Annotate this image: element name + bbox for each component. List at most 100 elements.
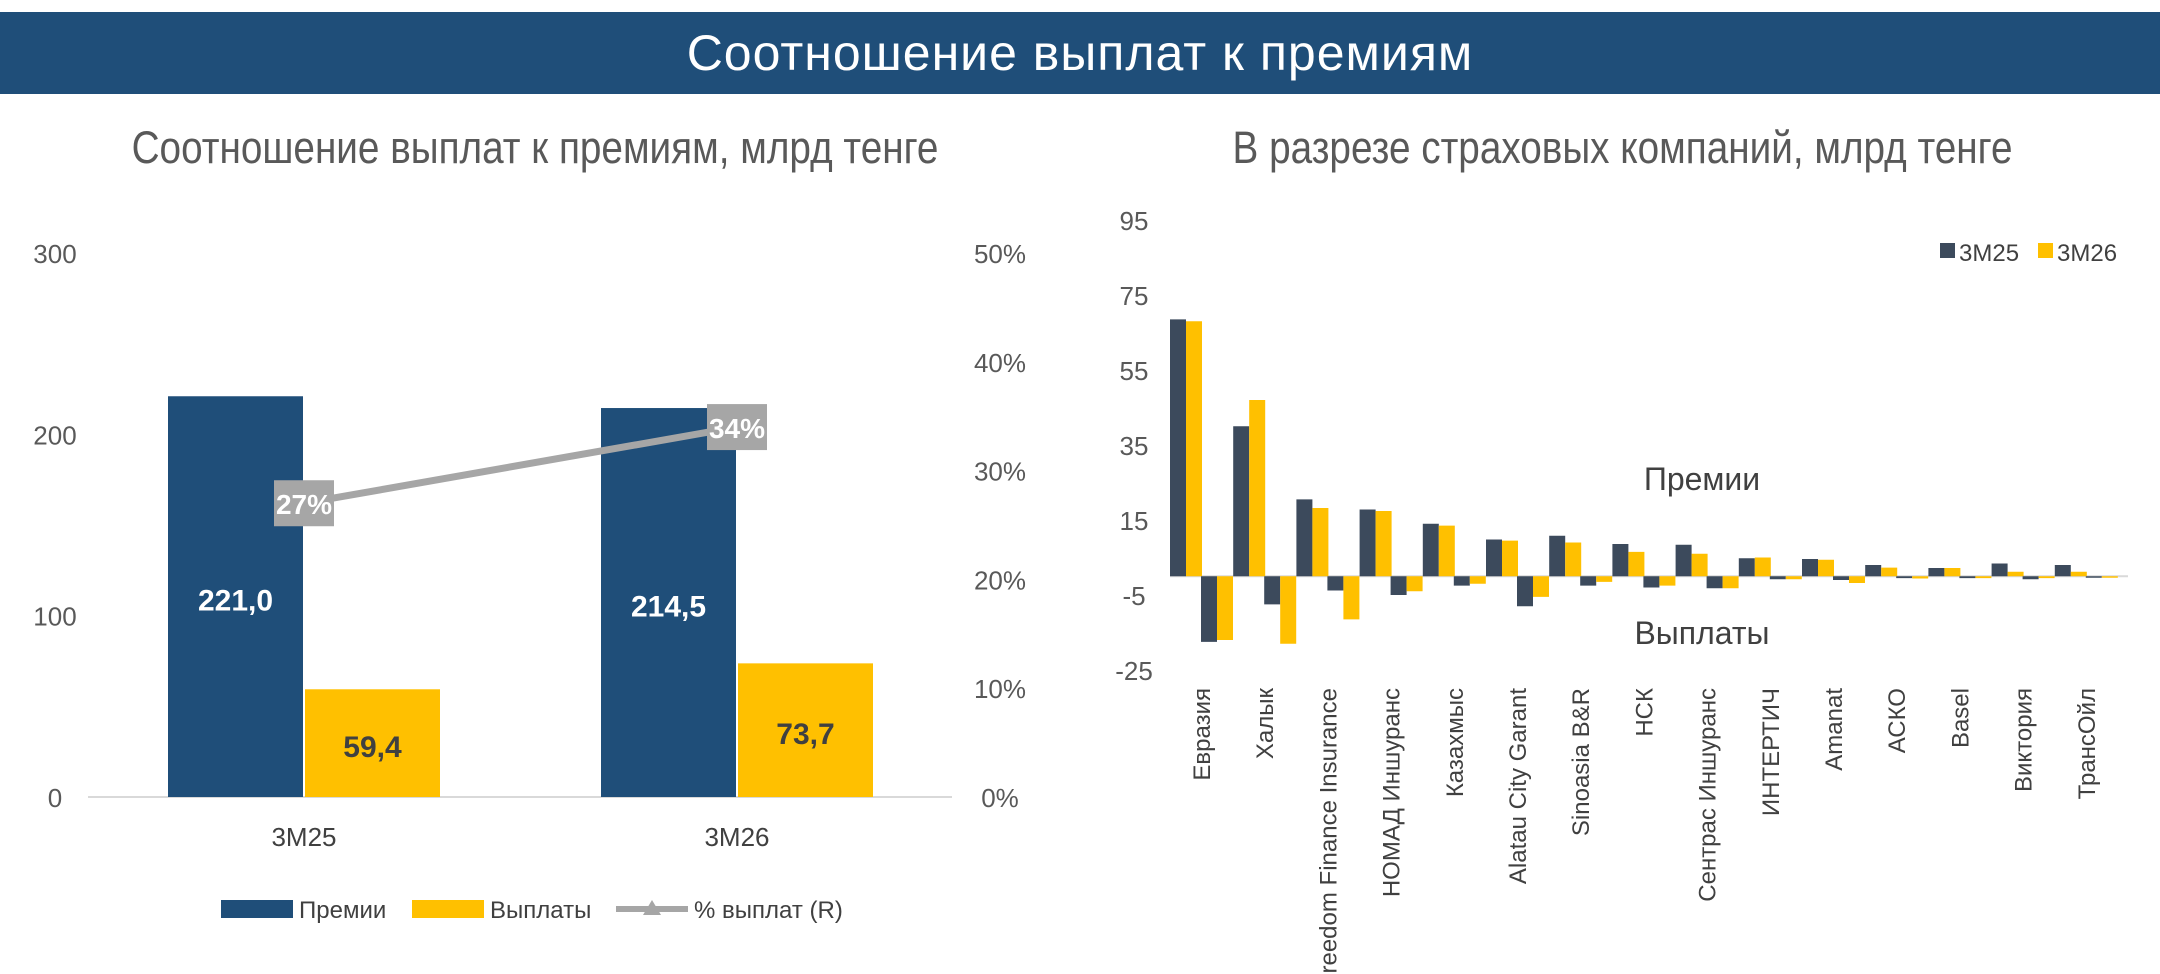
legend-label-3m25: 3М25 (1959, 240, 2019, 267)
payout-3m25-bar (1453, 576, 1470, 586)
payout-3m25-bar (1643, 576, 1660, 588)
payout-3m26-bar (1659, 576, 1676, 586)
premium-3m25-bar (1359, 509, 1376, 577)
payout-3m26-bar (1533, 576, 1549, 597)
ratio-chart: 0 100 200 300 0% 10% 20% 30% 40% 50% 221,0 214,5 59,… (33, 239, 1026, 924)
payout-3m26-bar (2101, 576, 2118, 578)
payout-3m26-bar (1280, 576, 1297, 644)
y-tick-label: 200 (33, 420, 76, 450)
premium-data-label: 214,5 (631, 591, 706, 624)
x-tick-label: Халык (1252, 688, 1279, 760)
payout-3m26-bar (1849, 576, 1865, 583)
premium-3m26-bar (2070, 571, 2087, 577)
ratio-label-box (274, 480, 334, 527)
x-tick-label: Казахмыс (1442, 688, 1469, 797)
y-tick-label: 300 (33, 239, 76, 269)
payout-3m26-bar (1785, 576, 1802, 580)
payout-3m25-bar (1769, 576, 1786, 580)
payout-3m26-bar (1343, 576, 1360, 620)
y-tick-label: -25 (1115, 656, 1153, 686)
premium-3m26-bar (1944, 568, 1961, 577)
payout-3m25-bar (2085, 576, 2102, 578)
ratio-data-label: 34% (709, 413, 765, 444)
payout-3m26-bar (1469, 576, 1486, 584)
premium-3m25-bar (1612, 544, 1629, 577)
premium-3m26-bar (1375, 511, 1392, 577)
left-chart-title: Соотношение выплат к премиям, млрд тенге (131, 122, 939, 173)
premium-3m25-bar (1170, 319, 1186, 577)
x-tick-label: Sinoasia B&R (1568, 688, 1595, 836)
ratio-data-label: 27% (276, 489, 332, 520)
y-tick-label: 95 (1120, 206, 1149, 236)
x-tick-label: АСКО (1884, 688, 1911, 753)
premium-3m25-bar (1549, 535, 1566, 577)
x-tick-label: Виктория (2011, 688, 2038, 792)
premium-3m25-bar (1738, 558, 1755, 577)
payout-3m25-bar (1959, 576, 1976, 579)
right-chart-title: В разрезе страховых компаний, млрд тенге (1232, 122, 2013, 173)
payout-3m26-bar (1596, 576, 1613, 582)
y-tick-label: 75 (1120, 281, 1149, 311)
x-tick-label: Сентрас Иншуранс (1695, 688, 1722, 902)
y2-tick-label: 0% (981, 783, 1019, 813)
payout-3m25-bar (1896, 576, 1913, 579)
y-tick-label: 15 (1120, 506, 1149, 536)
payout-3m26-bar (1912, 576, 1929, 579)
legend-label-premiums: Премии (299, 897, 386, 924)
payout-3m26-bar (1722, 576, 1739, 589)
payout-data-label: 73,7 (776, 718, 834, 751)
y2-tick-label: 50% (974, 239, 1026, 269)
legend-swatch-3m26 (2038, 243, 2053, 258)
payout-3m25-bar (1390, 576, 1407, 595)
payout-3m26-bar (2038, 576, 2055, 579)
payout-bar (738, 663, 873, 797)
premium-3m25-bar (1928, 568, 1945, 577)
payout-3m26-bar (1975, 576, 1992, 579)
premium-3m25-bar (1991, 563, 2008, 577)
x-tick-label: Alatau City Garant (1505, 688, 1532, 884)
x-tick-label: Basel (1947, 688, 1974, 748)
y2-tick-label: 30% (974, 457, 1026, 487)
premium-3m25-bar (1802, 559, 1818, 577)
payouts-annotation: Выплаты (1634, 615, 1769, 651)
premium-3m25-bar (2054, 565, 2071, 577)
payout-bar (305, 689, 440, 797)
y-tick-label: 35 (1120, 431, 1149, 461)
premium-3m26-bar (1754, 557, 1771, 577)
y2-tick-label: 10% (974, 674, 1026, 704)
premium-3m25-bar (1486, 539, 1502, 577)
ratio-label-box (707, 404, 767, 451)
premium-3m25-bar (1233, 426, 1250, 577)
premium-3m25-bar (1422, 523, 1439, 577)
y-tick-label: 0 (48, 783, 62, 813)
premium-3m26-bar (1691, 553, 1708, 577)
premium-3m25-bar (1675, 544, 1692, 577)
premium-3m26-bar (1881, 567, 1898, 577)
legend-swatch-premiums (221, 900, 293, 918)
x-tick-label: Freedom Finance Insurance (1315, 688, 1342, 974)
premium-3m25-bar (1865, 565, 1882, 577)
payout-3m25-bar (1706, 576, 1723, 589)
payout-3m25-bar (1264, 576, 1281, 605)
x-tick-label: 3М25 (271, 822, 336, 852)
x-tick-label: НОМАД Иншуранс (1379, 688, 1406, 897)
ratio-line (300, 423, 741, 507)
y-tick-label: -5 (1122, 581, 1145, 611)
page-title: Соотношение выплат к премиям (686, 25, 1474, 81)
payout-3m26-bar (1217, 576, 1233, 640)
payout-data-label: 59,4 (343, 731, 402, 764)
payout-3m25-bar (1580, 576, 1597, 586)
premiums-annotation: Премии (1644, 461, 1760, 497)
legend-marker-ratio (643, 900, 661, 915)
legend-label-payouts: Выплаты (490, 897, 591, 924)
premium-3m25-bar (1296, 499, 1313, 577)
premium-bar (168, 396, 303, 797)
premium-bar (601, 408, 736, 797)
y-tick-label: 100 (33, 602, 76, 632)
x-tick-label: ИНТЕРТИЧ (1758, 688, 1785, 816)
legend-label-3m26: 3М26 (2057, 240, 2117, 267)
premium-3m26-bar (1502, 540, 1518, 577)
legend-swatch-payouts (412, 900, 484, 918)
premium-3m26-bar (1249, 400, 1266, 577)
